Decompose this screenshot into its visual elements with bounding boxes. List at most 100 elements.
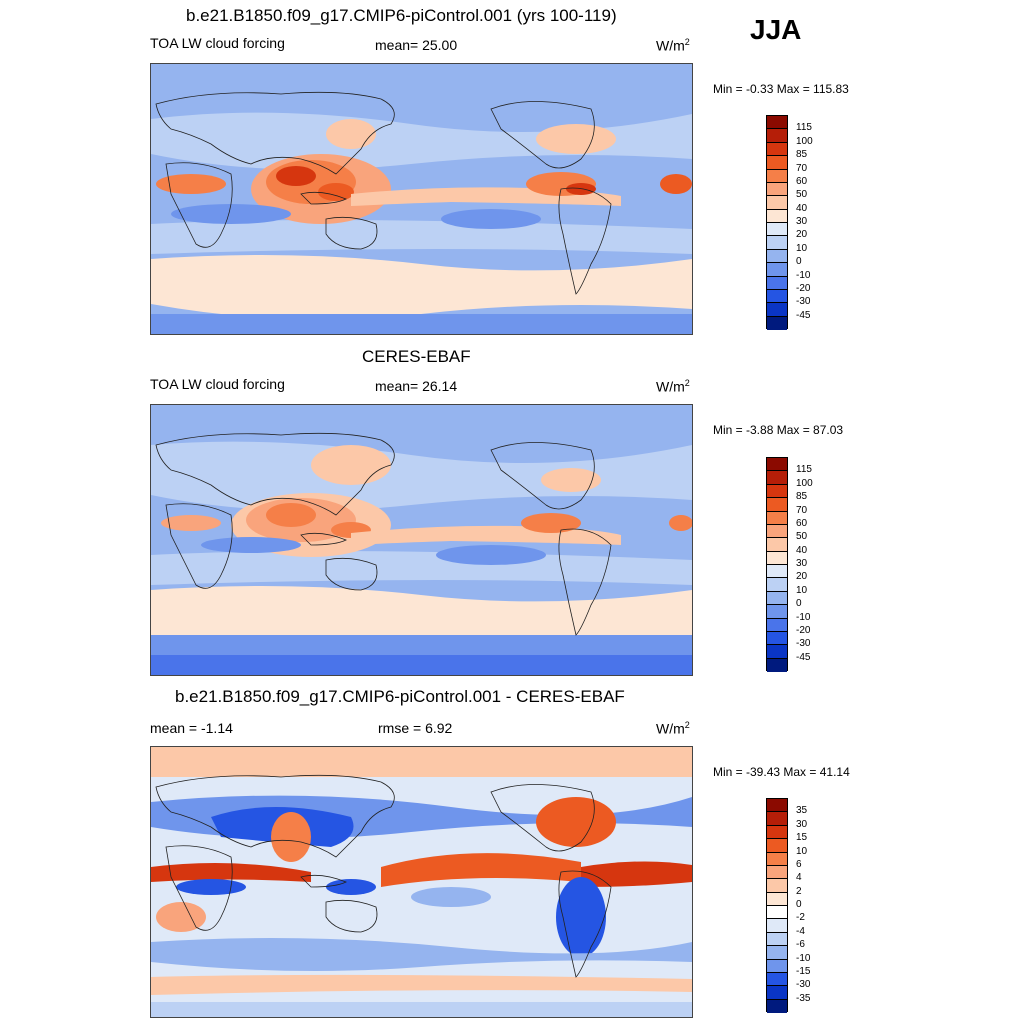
colorbar-segment	[767, 142, 787, 157]
colorbar-tick-label: 50	[796, 531, 808, 543]
colorbar-tick-label: 70	[796, 504, 808, 516]
colorbar-tick-label: 0	[796, 899, 802, 910]
colorbar-tick-label: 85	[796, 149, 808, 161]
colorbar-segment	[767, 986, 787, 1000]
colorbar-segment	[767, 484, 787, 499]
panel-left-label: TOA LW cloud forcing	[150, 376, 285, 392]
colorbar-segment	[767, 471, 787, 485]
colorbar-tick-label: 15	[796, 832, 808, 844]
colorbar-segment	[767, 839, 787, 853]
colorbar-segment	[767, 316, 787, 330]
colorbar-segment	[767, 565, 787, 579]
colorbar-tick-label: 85	[796, 491, 808, 503]
panel-unit: W/m2	[656, 720, 690, 737]
panel-minmax: Min = -0.33 Max = 115.83	[713, 82, 849, 96]
colorbar-segment	[767, 289, 787, 304]
colorbar-tick-label: -30	[796, 296, 811, 308]
colorbar-segment	[767, 645, 787, 659]
colorbar-segment	[767, 458, 787, 472]
colorbar-tick-label: 30	[796, 216, 808, 227]
panel-mean-label: mean= 26.14	[375, 378, 458, 394]
colorbar-tick-label: 60	[796, 175, 808, 187]
colorbar-box	[766, 115, 788, 330]
colorbar-tick-label: 20	[796, 571, 808, 583]
colorbar-tick-label: 30	[796, 818, 808, 830]
colorbar-tick-label: -30	[796, 979, 811, 991]
colorbar-tick-label: 50	[796, 189, 808, 201]
colorbar-tick-label: 0	[796, 256, 802, 268]
colorbar-tick-label: -20	[796, 624, 811, 636]
map-obs	[150, 404, 693, 676]
colorbar-tick-label: 20	[796, 229, 808, 241]
colorbar-tick-label: 40	[796, 202, 808, 214]
panel-mean-label: mean= 25.00	[375, 37, 458, 53]
colorbar-box	[766, 457, 788, 672]
colorbar-segment	[767, 511, 787, 525]
colorbar-segment	[767, 498, 787, 512]
colorbar-tick-label: -10	[796, 269, 811, 281]
colorbar-tick-label: -35	[796, 992, 811, 1004]
colorbar-tick-label: 100	[796, 135, 813, 147]
panel-unit: W/m2	[656, 378, 690, 395]
colorbar-segment	[767, 906, 787, 920]
colorbar-segment	[767, 932, 787, 947]
colorbar-segment	[767, 631, 787, 646]
colorbar-segment	[767, 959, 787, 973]
panel-unit: W/m2	[656, 37, 690, 54]
colorbar-tick-label: 6	[796, 858, 802, 870]
colorbar-segment	[767, 156, 787, 170]
colorbar-segment	[767, 276, 787, 290]
colorbar-segment	[767, 946, 787, 960]
colorbar-segment	[767, 972, 787, 987]
colorbar-tick-label: 10	[796, 845, 808, 857]
colorbar-diff: 35 30 15 10 6 4 2 0 -2 -4 -6 -10 -15 -30 -35	[766, 798, 826, 1013]
colorbar-segment	[767, 999, 787, 1013]
colorbar-segment	[767, 812, 787, 826]
colorbar-segment	[767, 865, 787, 880]
colorbar-segment	[767, 129, 787, 143]
colorbar-tick-label: 10	[796, 242, 808, 254]
colorbar-segment	[767, 196, 787, 210]
colorbar-segment	[767, 223, 787, 237]
colorbar-tick-label: 40	[796, 544, 808, 556]
colorbar-segment	[767, 578, 787, 592]
colorbar-tick-label: -15	[796, 965, 811, 977]
colorbar-tick-label: 2	[796, 885, 802, 897]
colorbar-box	[766, 798, 788, 1013]
colorbar-obs: 115 100 85 70 60 50 40 30 20 10 0 -10 -20 -30 -45	[766, 457, 826, 672]
colorbar-segment	[767, 618, 787, 632]
colorbar-segment	[767, 263, 787, 277]
colorbar-tick-label: -45	[796, 309, 811, 321]
panel-left-label: mean = -1.14	[150, 720, 233, 736]
colorbar-tick-label: 70	[796, 162, 808, 174]
panel-title: b.e21.B1850.f09_g17.CMIP6-piControl.001 …	[186, 6, 617, 25]
colorbar-segment	[767, 852, 787, 866]
colorbar-tick-label: -10	[796, 952, 811, 964]
colorbar-tick-label: -20	[796, 282, 811, 294]
colorbar-segment	[767, 591, 787, 606]
colorbar-tick-label: 4	[796, 872, 802, 884]
colorbar-segment	[767, 892, 787, 906]
panel-minmax: Min = -3.88 Max = 87.03	[713, 423, 844, 437]
colorbar-segment	[767, 169, 787, 183]
colorbar-tick-label: 0	[796, 598, 802, 610]
colorbar-segment	[767, 658, 787, 672]
colorbar-segment	[767, 879, 787, 893]
colorbar-tick-label: -4	[796, 925, 805, 937]
colorbar-tick-label: -45	[796, 651, 811, 663]
colorbar-tick-label: -10	[796, 611, 811, 623]
colorbar-segment	[767, 249, 787, 264]
colorbar-tick-label: 10	[796, 584, 808, 596]
panel-title: CERES-EBAF	[362, 347, 471, 366]
colorbar-segment	[767, 209, 787, 223]
colorbar-segment	[767, 236, 787, 250]
colorbar-tick-label: -30	[796, 638, 811, 650]
colorbar-segment	[767, 538, 787, 552]
colorbar-segment	[767, 303, 787, 317]
season-label: JJA	[750, 14, 802, 45]
colorbar-segment	[767, 551, 787, 565]
colorbar-segment	[767, 919, 787, 933]
colorbar-tick-label: 115	[796, 464, 812, 476]
colorbar-tick-label: -6	[796, 939, 805, 951]
panel-title: b.e21.B1850.f09_g17.CMIP6-piControl.001 …	[175, 687, 625, 706]
